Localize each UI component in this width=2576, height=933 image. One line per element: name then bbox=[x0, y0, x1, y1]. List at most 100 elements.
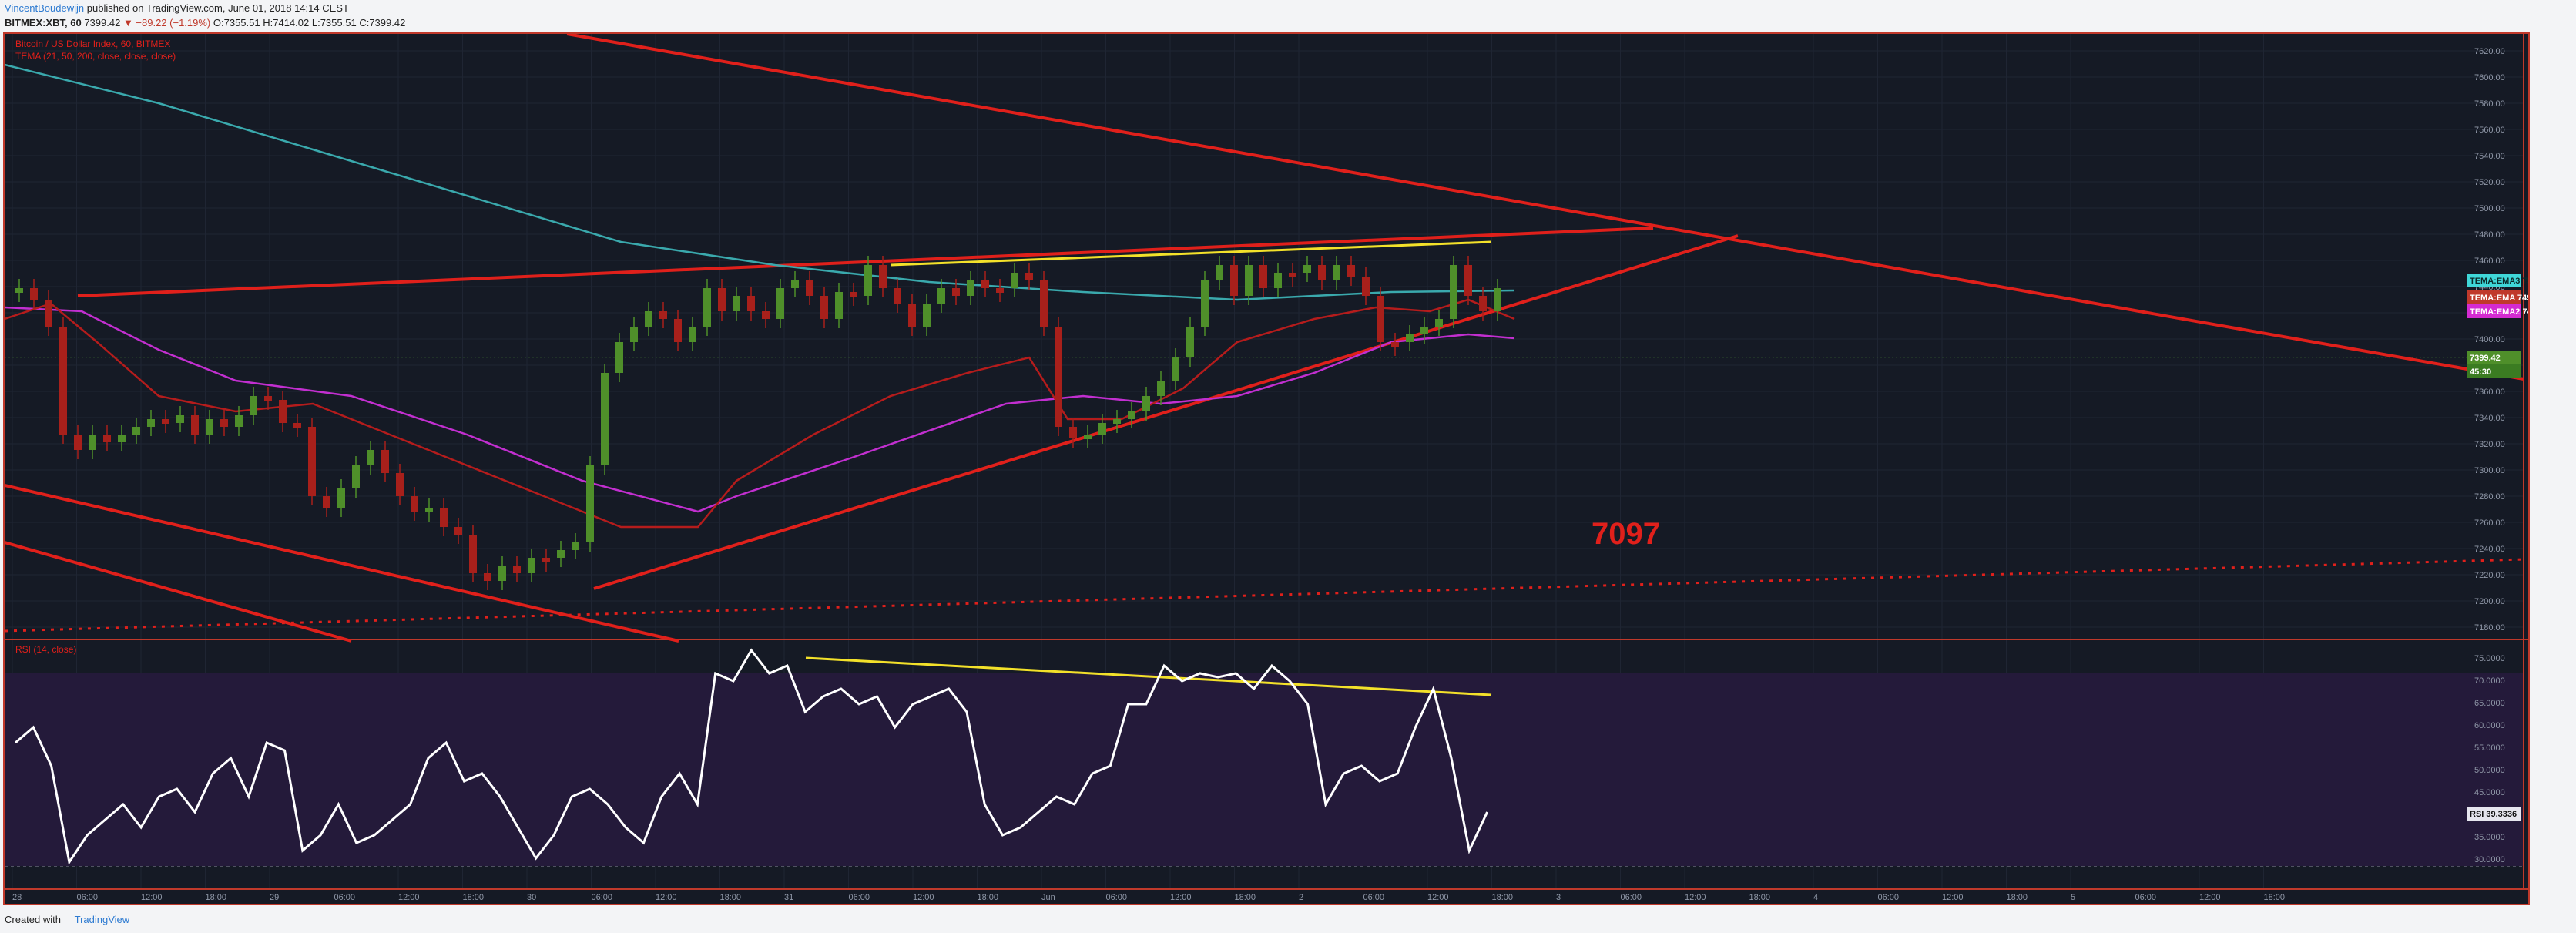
candle-body bbox=[323, 496, 330, 508]
time-tick: 18:00 bbox=[978, 893, 999, 902]
tema-ema3-label-bg bbox=[2467, 274, 2521, 287]
candle-body bbox=[250, 396, 257, 415]
chart-title-legend[interactable]: Bitcoin / US Dollar Index, 60, BITMEX bbox=[15, 39, 171, 49]
high-value: H:7414.02 bbox=[263, 17, 310, 29]
time-tick: 06:00 bbox=[1363, 893, 1385, 902]
candle-body bbox=[15, 288, 23, 293]
candle-body bbox=[718, 288, 726, 311]
time-tick: 18:00 bbox=[463, 893, 485, 902]
wedge-lower-line[interactable] bbox=[593, 234, 1739, 590]
trendlines[interactable] bbox=[4, 32, 2524, 696]
rsi-tick: 75.0000 bbox=[2474, 654, 2505, 663]
candle-body bbox=[1098, 423, 1106, 435]
time-tick: 12:00 bbox=[656, 893, 677, 902]
candle-body bbox=[1479, 296, 1487, 311]
rsi-axis[interactable]: 75.0000 70.0000 65.0000 60.0000 55.0000 50.00… bbox=[2474, 654, 2505, 864]
candle-body bbox=[879, 265, 887, 288]
candle-body bbox=[1142, 396, 1150, 411]
candle-body bbox=[894, 288, 901, 304]
candle-body bbox=[411, 496, 418, 512]
candle-body bbox=[674, 319, 682, 342]
author-link[interactable]: VincentBoudewijn bbox=[5, 2, 85, 14]
time-tick: 06:00 bbox=[1106, 893, 1128, 902]
level-annotation[interactable]: 7097 bbox=[1592, 517, 1660, 551]
time-tick: 2 bbox=[1299, 893, 1303, 902]
candle-body bbox=[1347, 265, 1355, 277]
rsi-tick: 35.0000 bbox=[2474, 833, 2505, 842]
rsi-tick: 65.0000 bbox=[2474, 699, 2505, 708]
tema-slow-line bbox=[4, 63, 1515, 301]
time-tick: 12:00 bbox=[1170, 893, 1192, 902]
candle-body bbox=[279, 400, 287, 423]
tema-ema3-label: TEMA:EMA3 7525.50 bbox=[2470, 277, 2528, 286]
candle-body bbox=[1113, 419, 1121, 424]
candle-body bbox=[191, 415, 199, 435]
time-tick: 18:00 bbox=[1749, 893, 1771, 902]
lower-channel-line-2[interactable] bbox=[4, 541, 352, 643]
candle-body bbox=[1186, 327, 1194, 357]
candle-body bbox=[996, 288, 1004, 293]
price-tick: 7320.00 bbox=[2474, 440, 2505, 449]
candle-body bbox=[1464, 265, 1472, 296]
candle-body bbox=[791, 280, 799, 288]
tema-ema-label-bg bbox=[2467, 290, 2521, 304]
candle-body bbox=[118, 435, 126, 442]
price-tick: 7560.00 bbox=[2474, 126, 2505, 135]
chart-canvas[interactable]: 7620.00 7600.00 7580.00 7560.00 7540.00 7520.… bbox=[4, 32, 2553, 904]
candle-body bbox=[454, 527, 462, 535]
candle-body bbox=[937, 288, 945, 304]
price-tick: 7480.00 bbox=[2474, 230, 2505, 240]
candle-body bbox=[1391, 342, 1399, 347]
candle-body bbox=[908, 304, 916, 327]
tema-ema2-label-bg bbox=[2467, 304, 2521, 318]
rsi-divergence-line[interactable] bbox=[805, 656, 1492, 696]
candle-body bbox=[396, 473, 404, 496]
price-tick: 7180.00 bbox=[2474, 623, 2505, 633]
candle-body bbox=[367, 450, 374, 465]
chart-area[interactable]: 7620.00 7600.00 7580.00 7560.00 7540.00 7520.… bbox=[3, 32, 2553, 905]
rsi-value-label-bg bbox=[2467, 807, 2521, 821]
rsi-tick: 60.0000 bbox=[2474, 721, 2505, 730]
rsi-tick: 50.0000 bbox=[2474, 766, 2505, 775]
candle-body bbox=[528, 558, 535, 573]
support-dotted-line[interactable] bbox=[4, 558, 2524, 633]
rsi-legend[interactable]: RSI (14, close) bbox=[15, 644, 77, 655]
candle-body bbox=[572, 542, 579, 550]
price-tick: 7220.00 bbox=[2474, 571, 2505, 580]
descending-resistance-line[interactable] bbox=[566, 32, 2524, 381]
price-tick: 7200.00 bbox=[2474, 597, 2505, 606]
candle-body bbox=[1040, 280, 1048, 327]
rsi-path bbox=[15, 648, 1488, 865]
tema-legend[interactable]: TEMA (21, 50, 200, close, close, close) bbox=[15, 51, 176, 62]
price-tick: 7300.00 bbox=[2474, 466, 2505, 475]
time-tick: 18:00 bbox=[720, 893, 742, 902]
low-value: L:7355.51 bbox=[311, 17, 357, 29]
wedge-upper-line[interactable] bbox=[77, 227, 1654, 297]
candle-body bbox=[1494, 288, 1501, 311]
tema-lines bbox=[4, 63, 1515, 529]
time-tick: 18:00 bbox=[206, 893, 227, 902]
candle-body bbox=[923, 304, 931, 327]
candles bbox=[15, 256, 1501, 590]
time-tick: 12:00 bbox=[1685, 893, 1706, 902]
rsi-tick: 45.0000 bbox=[2474, 788, 2505, 797]
lower-channel-line-1[interactable] bbox=[4, 484, 679, 643]
tradingview-brand[interactable]: TradingView bbox=[74, 914, 130, 925]
time-tick: 12:00 bbox=[398, 893, 420, 902]
last-price: 7399.42 bbox=[84, 17, 121, 29]
candle-body bbox=[586, 465, 594, 542]
candle-body bbox=[74, 435, 82, 450]
price-divergence-line[interactable] bbox=[890, 240, 1492, 267]
candle-body bbox=[1259, 265, 1267, 288]
candle-body bbox=[1025, 273, 1033, 280]
symbol-label: BITMEX:XBT, 60 bbox=[5, 17, 82, 29]
time-axis[interactable]: 28 06:00 12:00 18:00 29 06:00 12:00 18:00 30 06:0… bbox=[12, 893, 2285, 902]
price-axis[interactable]: 7620.00 7600.00 7580.00 7560.00 7540.00 7520.… bbox=[2474, 47, 2505, 633]
time-tick: 06:00 bbox=[1878, 893, 1900, 902]
candle-body bbox=[542, 558, 550, 562]
candle-body bbox=[264, 396, 272, 401]
candle-body bbox=[1245, 265, 1253, 296]
time-tick: 4 bbox=[1813, 893, 1818, 902]
time-tick: 18:00 bbox=[1492, 893, 1514, 902]
rsi-tick: 70.0000 bbox=[2474, 676, 2505, 686]
